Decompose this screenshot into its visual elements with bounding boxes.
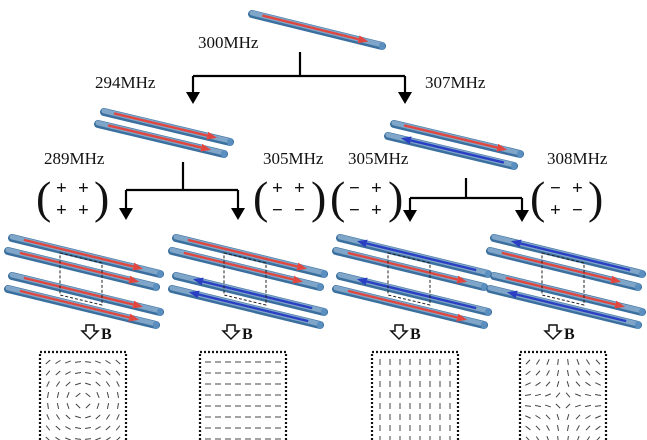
rod-red bbox=[4, 285, 160, 329]
rod-blue bbox=[336, 234, 492, 278]
matrix-1-cell: + bbox=[78, 200, 89, 221]
rod-groups bbox=[4, 10, 646, 329]
sign-matrices: ( + + + + ) ( + + − − ) ( − + − + ) ( − … bbox=[36, 172, 603, 223]
field-label-2: B bbox=[221, 324, 253, 343]
field-label-1: B bbox=[80, 324, 112, 343]
matrix-2-cell: − bbox=[294, 200, 305, 221]
rod-red bbox=[100, 108, 234, 146]
arrow-head-icon bbox=[403, 210, 417, 222]
matrix-4-cell: + bbox=[550, 200, 561, 221]
field-plots bbox=[38, 350, 608, 440]
unit-cell-outline bbox=[223, 252, 267, 306]
freq-l3-1: 289MHz bbox=[44, 149, 105, 168]
matrix-1: ( + + + + ) bbox=[36, 172, 109, 223]
arrow-head-icon bbox=[119, 208, 133, 220]
matrix-3-cell: − bbox=[349, 200, 360, 221]
svg-text:(: ( bbox=[36, 172, 51, 223]
matrix-3-cell: + bbox=[371, 200, 382, 221]
matrix-2-cell: + bbox=[294, 178, 305, 199]
rod-red bbox=[94, 120, 228, 158]
rod-red bbox=[486, 247, 642, 291]
field-label-text: B bbox=[242, 326, 253, 343]
matrix-2-cell: − bbox=[272, 200, 283, 221]
down-arrow-icon bbox=[80, 324, 100, 341]
frequency-labels: 300MHz 294MHz 307MHz 289MHz 305MHz 305MH… bbox=[44, 33, 608, 168]
unit-cell-outline bbox=[387, 252, 431, 306]
svg-text:): ) bbox=[311, 172, 326, 223]
down-arrow-icon bbox=[389, 324, 409, 341]
arrow-head-icon bbox=[186, 92, 200, 104]
rod-red bbox=[332, 247, 488, 291]
matrix-3-cell: − bbox=[349, 178, 360, 199]
freq-l3-4: 308MHz bbox=[547, 149, 608, 168]
svg-text:(: ( bbox=[253, 172, 268, 223]
rod-blue bbox=[486, 285, 642, 329]
matrix-2: ( + + − − ) bbox=[253, 172, 326, 223]
rod-red bbox=[8, 234, 164, 278]
rod-red bbox=[8, 272, 164, 316]
rod-blue bbox=[172, 272, 328, 316]
field-plot-3 bbox=[370, 350, 460, 440]
rod-red bbox=[332, 285, 488, 329]
field-plot-2 bbox=[198, 350, 288, 440]
freq-l3-2: 305MHz bbox=[263, 149, 324, 168]
arrow-head-icon bbox=[231, 208, 245, 220]
freq-l2-right: 307MHz bbox=[425, 73, 486, 92]
rod-blue bbox=[168, 285, 324, 329]
unit-cell-outline bbox=[541, 252, 585, 306]
freq-l2-left: 294MHz bbox=[95, 73, 156, 92]
matrix-4-cell: − bbox=[550, 178, 561, 199]
rod-blue bbox=[384, 132, 518, 170]
rod-red bbox=[490, 272, 646, 316]
matrix-4: ( − + + − ) bbox=[530, 172, 603, 223]
rod-red bbox=[248, 10, 386, 50]
arrow-head-icon bbox=[398, 92, 412, 104]
field-label-4: B bbox=[543, 324, 575, 343]
svg-text:(: ( bbox=[530, 172, 545, 223]
field-label-3: B bbox=[389, 324, 421, 343]
unit-cell-outline bbox=[59, 252, 103, 306]
rod-red bbox=[172, 234, 328, 278]
field-label-text: B bbox=[564, 326, 575, 343]
rod-blue bbox=[490, 234, 646, 278]
field-label-text: B bbox=[101, 326, 112, 343]
matrix-1-cell: + bbox=[56, 178, 67, 199]
branch-lines bbox=[119, 52, 529, 222]
down-arrow-icon bbox=[221, 324, 241, 341]
matrix-4-cell: + bbox=[572, 178, 583, 199]
svg-text:): ) bbox=[588, 172, 603, 223]
rod-red bbox=[4, 247, 160, 291]
rod-red bbox=[390, 120, 524, 158]
down-arrow-icon bbox=[543, 324, 563, 341]
freq-top: 300MHz bbox=[198, 33, 259, 52]
matrix-1-cell: + bbox=[56, 200, 67, 221]
field-plot-4 bbox=[518, 350, 608, 440]
matrix-3-cell: + bbox=[371, 178, 382, 199]
svg-text:(: ( bbox=[330, 172, 345, 223]
matrix-3: ( − + − + ) bbox=[330, 172, 403, 223]
matrix-1-cell: + bbox=[78, 178, 89, 199]
svg-text:): ) bbox=[388, 172, 403, 223]
matrix-2-cell: + bbox=[272, 178, 283, 199]
field-plot-1 bbox=[38, 350, 128, 440]
freq-l3-3: 305MHz bbox=[348, 149, 409, 168]
matrix-4-cell: − bbox=[572, 200, 583, 221]
svg-text:): ) bbox=[94, 172, 109, 223]
field-labels: B B B B bbox=[80, 324, 575, 343]
rod-red bbox=[168, 247, 324, 291]
field-label-text: B bbox=[410, 326, 421, 343]
arrow-head-icon bbox=[515, 210, 529, 222]
rod-blue bbox=[336, 272, 492, 316]
